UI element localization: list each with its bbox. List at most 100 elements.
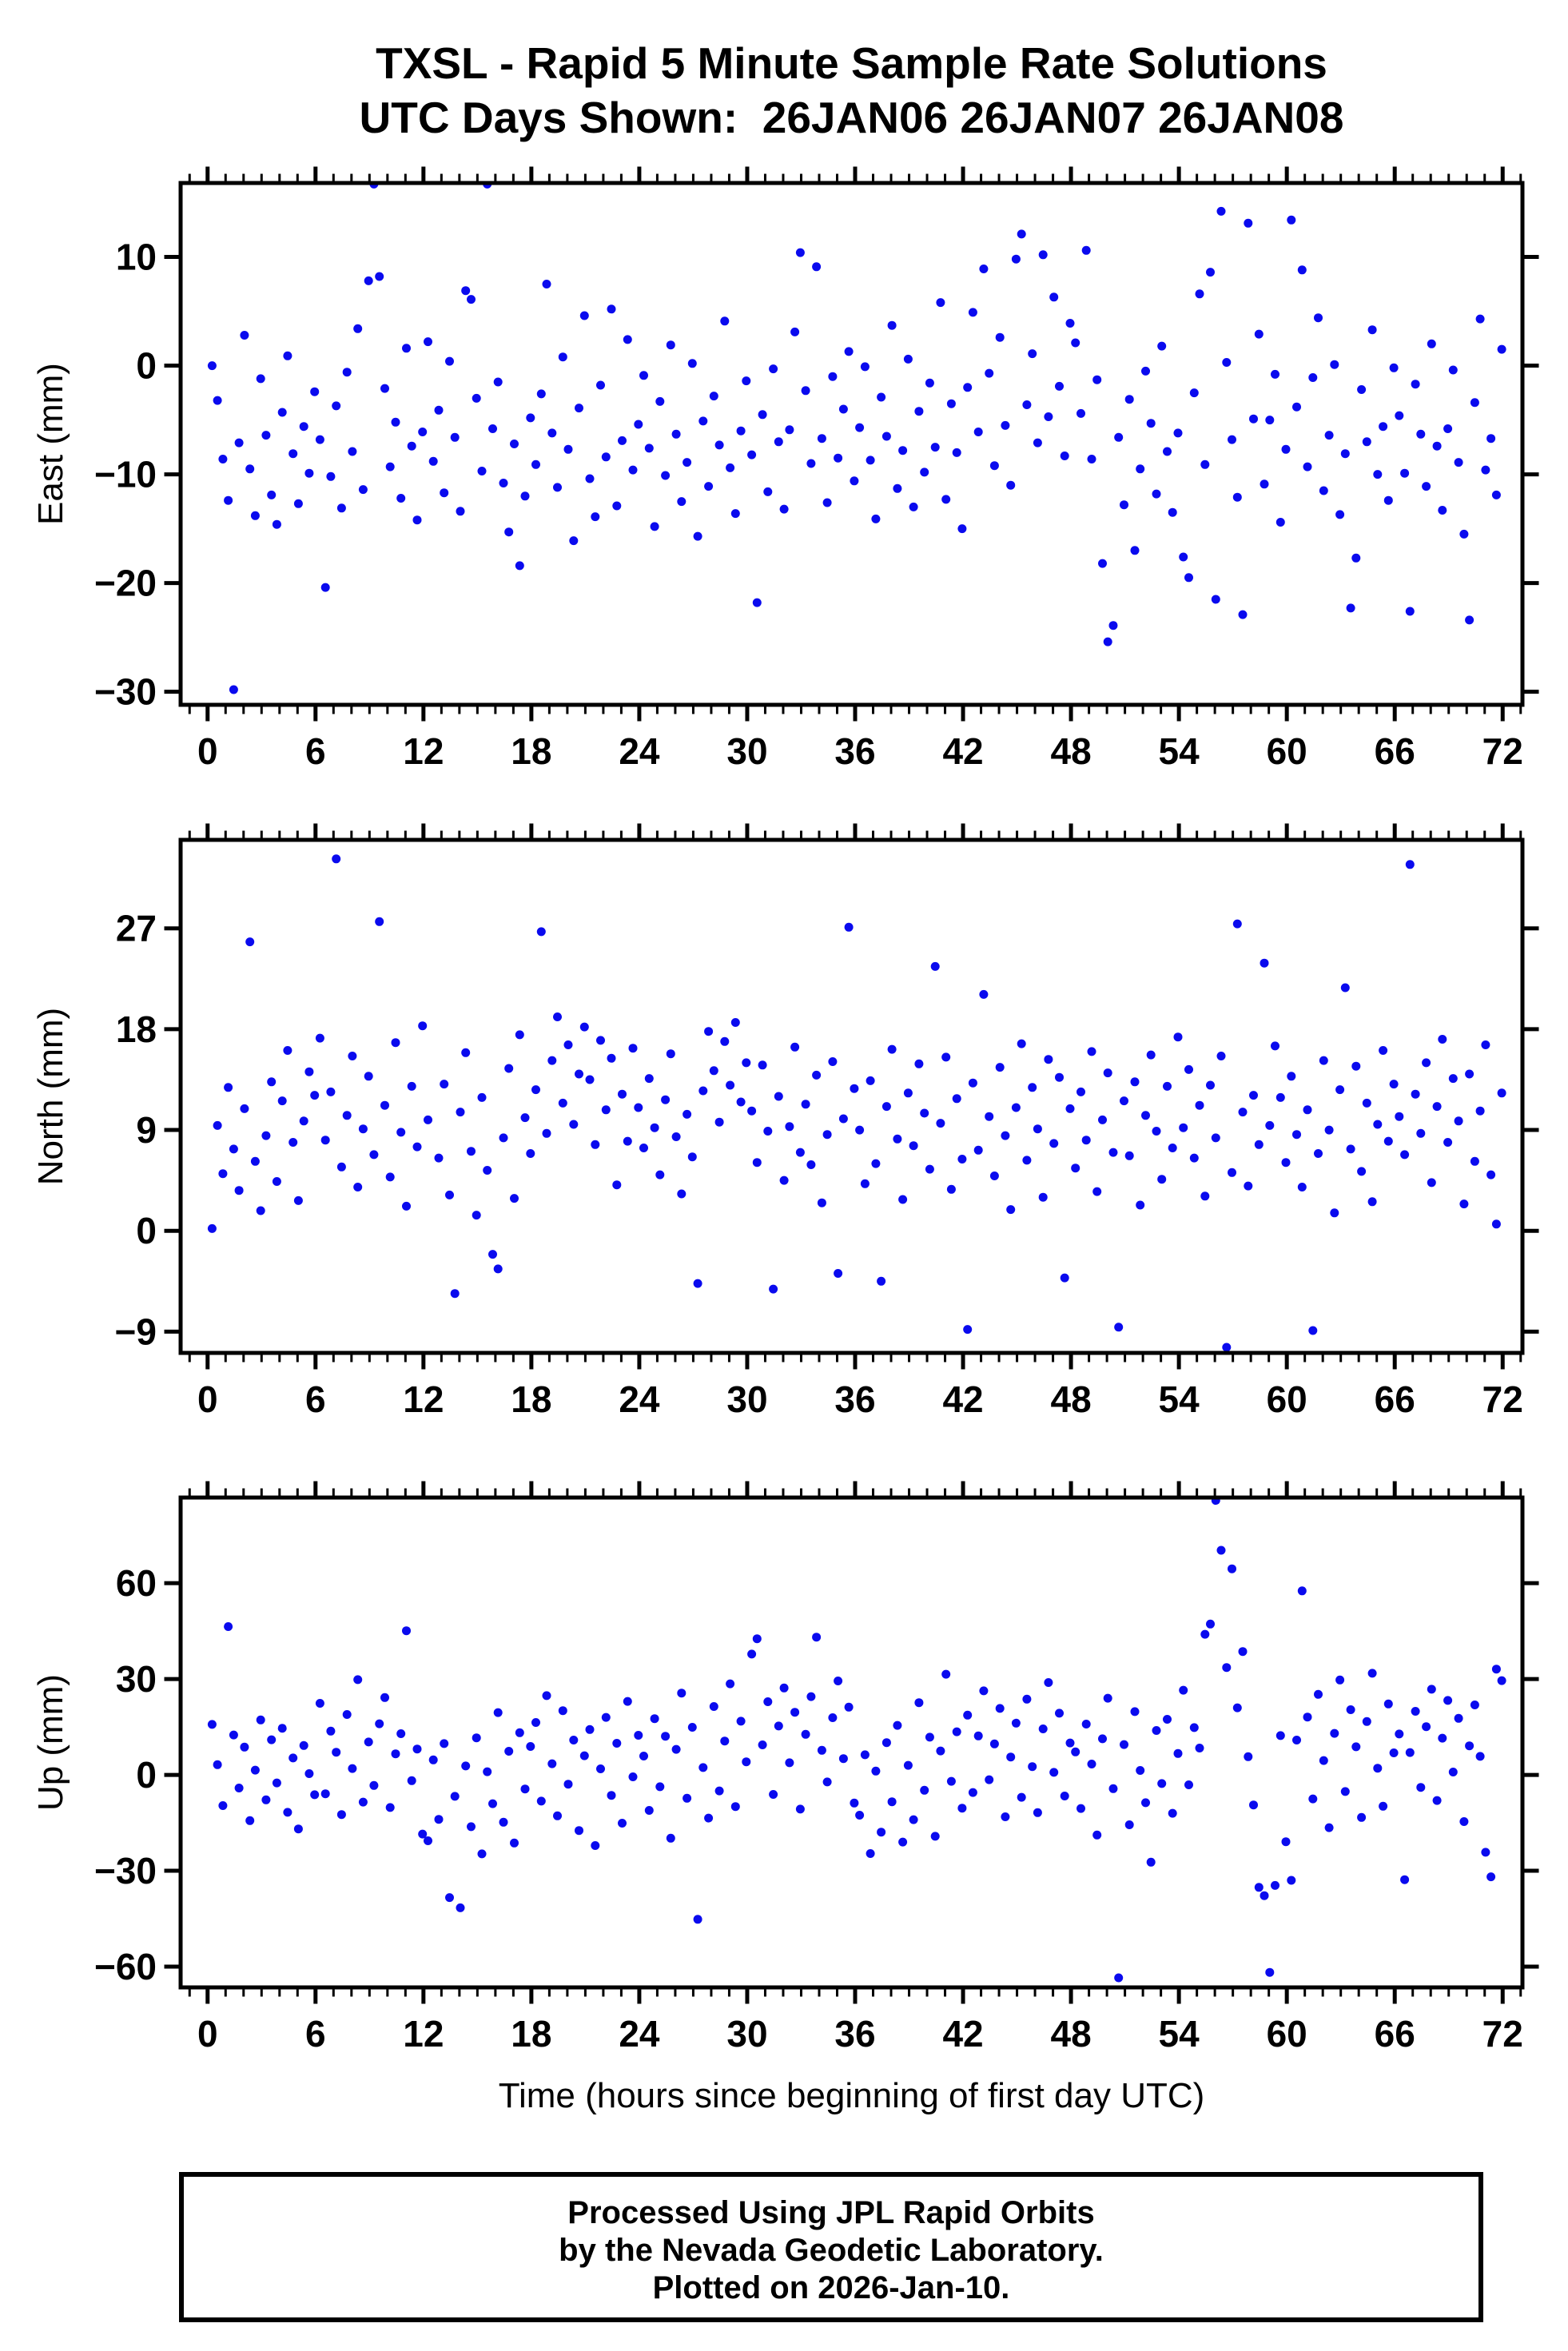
- plot-frame: [178, 1495, 1525, 1990]
- data-point: [218, 1169, 228, 1179]
- data-point: [391, 1038, 400, 1048]
- data-point: [299, 1740, 308, 1750]
- x-tick-label: 48: [1050, 2013, 1091, 2055]
- data-point: [1465, 1741, 1474, 1751]
- data-point: [726, 1679, 735, 1689]
- data-point: [563, 1780, 573, 1789]
- data-point: [272, 1177, 281, 1186]
- data-point: [229, 1730, 238, 1740]
- data-point: [348, 1764, 357, 1773]
- data-point: [1055, 1709, 1064, 1718]
- data-point: [407, 1776, 416, 1785]
- data-point: [240, 1104, 249, 1113]
- data-point: [1297, 1586, 1307, 1596]
- data-point: [1422, 1722, 1431, 1732]
- data-point: [1405, 1748, 1415, 1757]
- data-point: [412, 1142, 422, 1152]
- data-point: [1265, 1967, 1275, 1977]
- data-point: [547, 1056, 557, 1065]
- data-point: [1400, 1875, 1410, 1884]
- data-point: [1260, 1891, 1269, 1900]
- data-point: [758, 1740, 767, 1749]
- data-point: [569, 1736, 579, 1744]
- data-point: [353, 1675, 363, 1685]
- x-tick-label: 30: [726, 2013, 767, 2055]
- data-point: [250, 511, 260, 520]
- x-tick-label: 66: [1375, 1378, 1415, 1420]
- data-point: [1481, 1040, 1490, 1049]
- data-point: [326, 1087, 336, 1096]
- data-point: [596, 380, 605, 390]
- data-point: [483, 1166, 492, 1175]
- data-point: [434, 1153, 444, 1163]
- data-point: [1379, 1046, 1388, 1055]
- data-point: [1028, 349, 1037, 359]
- data-point: [289, 449, 298, 459]
- data-point: [747, 450, 757, 459]
- data-point: [736, 1717, 746, 1726]
- data-point: [585, 474, 595, 483]
- data-point: [1098, 1734, 1107, 1744]
- data-point: [515, 1030, 524, 1040]
- data-point: [763, 1697, 773, 1706]
- data-point: [736, 1097, 746, 1107]
- data-point: [952, 1094, 961, 1104]
- data-point: [898, 1837, 908, 1847]
- data-point: [898, 446, 908, 455]
- data-point: [644, 444, 654, 453]
- y-tick-label: 9: [136, 1109, 157, 1151]
- data-point: [1346, 1705, 1355, 1714]
- data-point: [336, 1162, 346, 1172]
- data-point: [914, 407, 924, 416]
- data-point: [256, 374, 265, 384]
- data-point: [1292, 402, 1301, 412]
- scatter-series: [207, 183, 1506, 694]
- data-point: [1422, 1058, 1431, 1068]
- x-tick-label: 6: [305, 2013, 326, 2055]
- data-point: [666, 1833, 675, 1843]
- data-point: [1124, 1151, 1134, 1160]
- page-title: TXSL - Rapid 5 Minute Sample Rate Soluti…: [376, 38, 1327, 88]
- data-point: [1357, 1812, 1367, 1822]
- x-tick-label: 60: [1267, 730, 1307, 772]
- data-point: [1324, 431, 1334, 440]
- data-point: [1087, 455, 1096, 463]
- data-point: [391, 1749, 400, 1759]
- data-point: [380, 384, 389, 393]
- data-point: [1011, 1103, 1021, 1112]
- data-point: [240, 331, 249, 340]
- data-point: [542, 1128, 551, 1138]
- y-axis-title: East (mm): [31, 363, 70, 525]
- data-point: [1200, 459, 1210, 469]
- data-point: [995, 1063, 1005, 1072]
- data-point: [1271, 369, 1279, 379]
- data-point: [277, 408, 287, 417]
- data-point: [666, 1049, 675, 1059]
- data-point: [310, 387, 320, 396]
- data-point: [520, 1113, 530, 1123]
- data-point: [396, 1729, 406, 1738]
- data-point: [1422, 482, 1431, 491]
- data-point: [639, 1144, 648, 1152]
- data-point: [1486, 434, 1496, 444]
- data-point: [752, 1634, 762, 1644]
- data-point: [364, 1737, 373, 1747]
- data-point: [887, 1797, 897, 1807]
- x-tick-label: 30: [726, 730, 767, 772]
- data-point: [1087, 1047, 1096, 1056]
- data-point: [785, 425, 794, 435]
- data-point: [1038, 1192, 1048, 1202]
- data-point: [1173, 428, 1183, 438]
- data-point: [1238, 1108, 1248, 1117]
- data-point: [477, 1092, 487, 1102]
- data-point: [903, 354, 913, 364]
- data-point: [526, 1149, 535, 1158]
- y-tick-label: −30: [94, 1850, 157, 1892]
- x-tick-label: 0: [197, 2013, 218, 2055]
- y-axis-title: Up (mm): [31, 1674, 70, 1811]
- data-point: [1400, 468, 1410, 478]
- data-point: [1022, 1694, 1032, 1704]
- data-point: [332, 401, 341, 411]
- data-point: [1438, 506, 1447, 515]
- data-point: [655, 396, 665, 406]
